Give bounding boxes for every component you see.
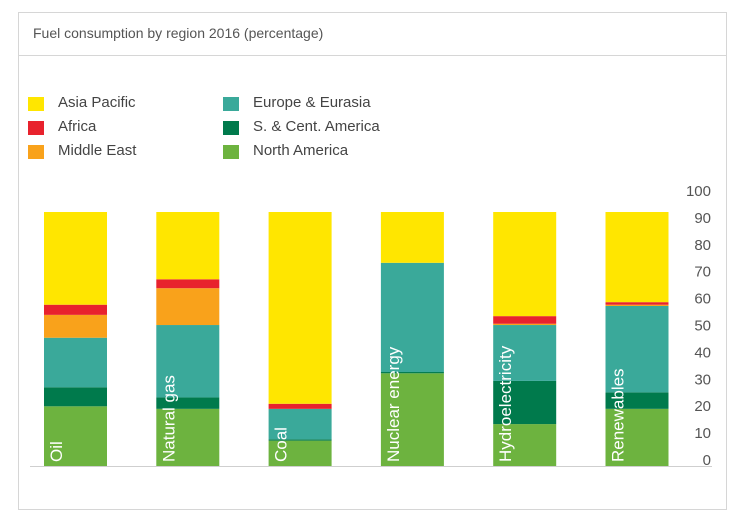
bar-segment <box>605 302 669 305</box>
y-tick-label: 40 <box>694 344 711 361</box>
bar-segment <box>605 304 669 306</box>
bar-segment <box>380 373 444 466</box>
category-label: Hydroelectricity <box>496 345 515 462</box>
y-tick-label: 100 <box>686 183 711 200</box>
bar-segment <box>493 325 557 381</box>
bar-segment <box>493 316 557 324</box>
legend-label: Africa <box>58 118 97 135</box>
bar-segment <box>380 372 444 374</box>
y-tick-label: 80 <box>694 237 711 254</box>
chart-title: Fuel consumption by region 2016 (percent… <box>33 25 324 41</box>
bar-segment <box>380 212 444 263</box>
bar-segment <box>44 314 107 338</box>
y-tick-label: 90 <box>694 210 711 227</box>
bar-segment <box>380 262 444 373</box>
category-label: Natural gas <box>159 375 178 462</box>
bar-segment <box>44 337 107 388</box>
bar-segment <box>268 403 332 409</box>
bar-segment <box>268 408 332 440</box>
legend-label: S. & Cent. America <box>253 118 380 135</box>
legend-swatch <box>223 145 239 159</box>
legend-label: Europe & Eurasia <box>253 94 371 111</box>
y-tick-label: 70 <box>694 264 711 281</box>
legend-swatch <box>28 121 44 135</box>
bar-segment <box>268 440 332 466</box>
category-label: Renewables <box>609 368 628 462</box>
category-label: Nuclear energy <box>384 346 403 462</box>
y-tick-label: 0 <box>703 452 711 469</box>
bar-segment <box>44 387 107 407</box>
bar-segment <box>156 325 220 398</box>
bar-segment <box>44 406 107 466</box>
bar-segment <box>493 424 557 466</box>
bar-segment <box>605 408 669 466</box>
bar-segment <box>156 212 220 280</box>
bar-segment <box>493 380 557 425</box>
y-tick-label: 60 <box>694 291 711 308</box>
bar-segment <box>605 212 669 303</box>
y-tick-label: 50 <box>694 318 711 335</box>
bar-segment <box>156 397 220 409</box>
bar-segment <box>156 288 220 326</box>
bar-segment <box>44 212 107 305</box>
legend: Asia Pacific Africa Middle East Europe & Eu… <box>28 94 428 174</box>
category-label: Oil <box>47 441 66 462</box>
legend-label: Middle East <box>58 142 137 159</box>
legend-label: North America <box>253 142 349 159</box>
y-tick-label: 20 <box>694 398 711 415</box>
y-tick-label: 10 <box>694 425 711 442</box>
legend-swatch <box>28 145 44 159</box>
bar-segment <box>493 323 557 326</box>
bar-segment <box>44 304 107 315</box>
legend-label: Asia Pacific <box>58 94 136 111</box>
bar-segment <box>268 439 332 441</box>
bar-segment <box>493 212 557 317</box>
chart-frame: Fuel consumption by region 2016 (percent… <box>18 12 727 510</box>
bar-segment <box>605 305 669 393</box>
legend-swatch <box>28 97 44 111</box>
legend-swatch <box>223 121 239 135</box>
bar-segment <box>156 279 220 289</box>
bar-segment <box>156 408 220 466</box>
bar-segment <box>268 212 332 404</box>
y-tick-label: 30 <box>694 371 711 388</box>
category-label: Coal <box>272 427 291 462</box>
title-bar: Fuel consumption by region 2016 (percent… <box>19 13 726 56</box>
legend-swatch <box>223 97 239 111</box>
bar-segment <box>605 392 669 409</box>
